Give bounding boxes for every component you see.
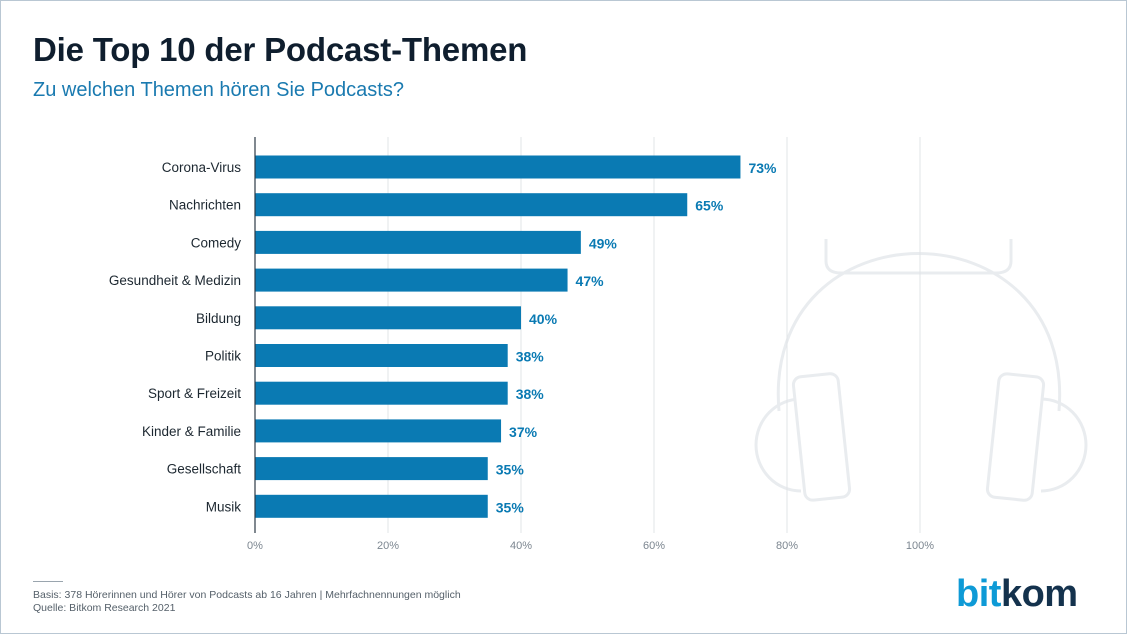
page-subtitle: Zu welchen Themen hören Sie Podcasts? <box>33 79 404 101</box>
value-label: 47% <box>576 273 605 289</box>
category-label: Sport & Freizeit <box>148 386 241 401</box>
category-label: Gesellschaft <box>167 462 242 477</box>
bar <box>255 155 741 179</box>
bar <box>255 494 488 518</box>
bar <box>255 344 508 367</box>
left-ear-cup <box>791 372 852 502</box>
right-ear-cushion <box>1040 397 1088 493</box>
bar <box>255 306 521 330</box>
labels: 0% 20% 40% 60% 80% 100% Corona-Virus 73% Nachric… <box>109 160 934 552</box>
footnote-source: Quelle: Bitkom Research 2021 <box>33 602 176 614</box>
category-label: Corona-Virus <box>162 160 242 175</box>
x-tick-label: 20% <box>377 540 399 552</box>
value-label: 40% <box>529 311 558 327</box>
value-label: 37% <box>509 424 538 440</box>
logo-part-bit: bit <box>956 573 1001 615</box>
x-tick-label: 40% <box>510 540 532 552</box>
value-label: 73% <box>748 160 777 176</box>
value-label: 38% <box>516 386 545 402</box>
headphones-icon <box>754 239 1088 502</box>
headband-pad <box>824 239 1013 275</box>
bar <box>255 419 502 443</box>
left-ear-cushion <box>754 397 802 493</box>
right-ear-cup <box>985 372 1046 502</box>
category-label: Gesundheit & Medizin <box>109 273 241 288</box>
bar <box>255 230 581 254</box>
bar <box>255 457 488 481</box>
x-tick-label: 60% <box>643 540 665 552</box>
bitkom-logo: bitkom <box>956 575 1078 613</box>
category-label: Nachrichten <box>169 198 241 213</box>
value-label: 38% <box>516 349 545 365</box>
bar <box>255 381 508 405</box>
logo-part-kom: kom <box>1000 573 1078 615</box>
page-title: Die Top 10 der Podcast-Themen <box>33 31 528 68</box>
footnote-basis: Basis: 378 Hörerinnen und Hörer von Podc… <box>33 589 461 601</box>
value-label: 35% <box>496 462 525 478</box>
value-label: 49% <box>589 235 618 251</box>
category-label: Politik <box>205 349 241 364</box>
bar <box>255 268 568 292</box>
x-tick-label: 100% <box>906 540 934 552</box>
x-tick-label: 0% <box>247 540 263 552</box>
category-label: Bildung <box>196 311 241 326</box>
headband-outer <box>776 252 1062 412</box>
footnote-divider <box>33 581 63 582</box>
category-label: Comedy <box>191 235 242 250</box>
bar <box>255 193 688 217</box>
category-label: Musik <box>206 499 242 514</box>
value-label: 35% <box>496 499 525 515</box>
value-label: 65% <box>695 198 724 214</box>
category-label: Kinder & Familie <box>142 424 241 439</box>
bars <box>255 155 741 518</box>
x-tick-label: 80% <box>776 540 798 552</box>
